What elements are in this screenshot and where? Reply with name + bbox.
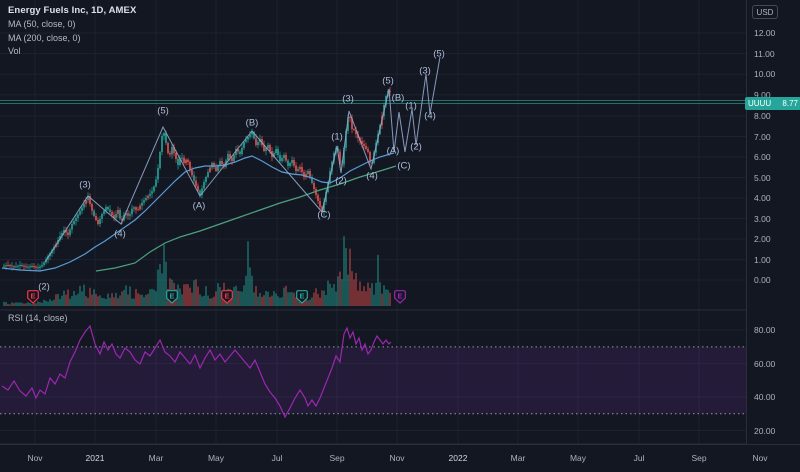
wave-label: (C): [397, 160, 411, 172]
volume-layer: [3, 236, 391, 306]
last-price-badge: UUUU 8.77: [745, 96, 800, 110]
chart-canvas[interactable]: [0, 0, 746, 444]
wave-label: (4): [424, 110, 436, 122]
price-axis-label: 40.00: [754, 392, 776, 402]
time-axis-label: Mar: [510, 453, 526, 463]
time-axis-label: 2021: [85, 453, 105, 463]
time-axis-label: May: [207, 453, 225, 463]
price-axis-label: 9.00: [754, 89, 771, 100]
wave-label: (B): [245, 117, 259, 129]
time-axis-label: Nov: [752, 453, 768, 463]
main-legend: Energy Fuels Inc, 1D, AMEX MA (50, close…: [8, 4, 136, 59]
symbol-title[interactable]: Energy Fuels Inc, 1D, AMEX: [8, 5, 137, 16]
earnings-icon[interactable]: E: [27, 290, 39, 304]
earnings-icon[interactable]: E: [221, 290, 233, 304]
wave-label: (1): [331, 131, 343, 143]
time-axis-label: Mar: [148, 453, 164, 463]
earnings-icon[interactable]: E: [296, 290, 308, 304]
legend-ma200[interactable]: MA (200, close, 0): [8, 32, 81, 43]
currency-badge[interactable]: USD: [752, 5, 778, 19]
ma200-line[interactable]: [95, 165, 397, 272]
wave-label: (5): [382, 75, 394, 87]
price-axis-label: 20.00: [754, 425, 776, 436]
wave-label: (3): [342, 93, 354, 105]
rsi-line[interactable]: [1, 324, 392, 419]
rsi-band: [0, 346, 746, 414]
wave-label: (C): [317, 209, 331, 221]
grid-layer: [0, 0, 746, 444]
wave-label: (A): [192, 200, 206, 212]
svg-text:E: E: [299, 292, 304, 301]
price-axis-label: 12.00: [754, 28, 776, 38]
price-axis-label: 0.00: [754, 275, 771, 285]
time-axis[interactable]: Nov 2021 Mar May Jul Sep Nov 2022 Mar May Jul Sep No…: [0, 444, 800, 472]
wave-label: (2): [410, 141, 422, 153]
price-axis-label: 5.00: [754, 172, 771, 183]
wave-label: (3): [419, 65, 431, 77]
time-axis-label: 2022: [448, 453, 468, 463]
price-axis-label: 80.00: [754, 325, 776, 335]
legend-ma50[interactable]: MA (50, close, 0): [8, 19, 76, 29]
price-axis-label: 6.00: [754, 152, 771, 162]
wave-label: (5): [433, 48, 445, 60]
candles-layer: [3, 86, 391, 272]
price-axis-label: 11.00: [754, 48, 775, 59]
time-axis-label: May: [569, 453, 587, 463]
time-axis-label: Jul: [271, 453, 283, 463]
wave-label: (4): [366, 170, 378, 182]
svg-text:E: E: [30, 292, 35, 301]
price-axis-label: 1.00: [754, 254, 771, 265]
svg-text:E: E: [169, 292, 174, 301]
price-axis-label: 7.00: [754, 131, 771, 142]
wave-label: (4): [114, 228, 126, 240]
earnings-icon[interactable]: E: [166, 290, 178, 304]
wave-label: (A): [386, 145, 400, 157]
price-axis-label: 2.00: [754, 234, 771, 244]
legend-vol[interactable]: Vol: [8, 46, 21, 56]
price-axis-label: 4.00: [754, 193, 771, 203]
time-axis-label: Sep: [329, 453, 345, 463]
wave-label: (2): [38, 281, 50, 293]
rsi-legend[interactable]: RSI (14, close): [8, 313, 68, 323]
price-axis-label: 60.00: [754, 358, 776, 369]
price-axis-label: 10.00: [754, 69, 776, 80]
time-axis-label: Sep: [691, 453, 707, 463]
last-price-symbol: UUUU: [748, 98, 772, 108]
price-axis-label: 3.00: [754, 213, 771, 224]
svg-text:E: E: [397, 292, 402, 301]
wave-label: (5): [157, 105, 169, 117]
price-axis-label: 8.00: [754, 111, 771, 121]
ma50-line[interactable]: [1, 152, 395, 272]
time-axis-label: Nov: [389, 453, 405, 463]
earnings-icon[interactable]: E: [394, 290, 406, 304]
wave-label: (B): [391, 92, 405, 104]
wave-label: (2): [335, 175, 347, 187]
elliott-wave-line[interactable]: [44, 56, 441, 263]
time-axis-label: Jul: [633, 453, 645, 463]
time-axis-label: Nov: [27, 453, 43, 463]
wave-label: (1): [405, 100, 417, 112]
price-axis[interactable]: USD UUUU 8.77 12.00 11.00 10.00 9.00 8.00 7.0…: [745, 0, 800, 444]
svg-text:E: E: [224, 292, 229, 301]
last-price-value: 8.77: [782, 98, 798, 108]
wave-label: (3): [79, 179, 91, 191]
